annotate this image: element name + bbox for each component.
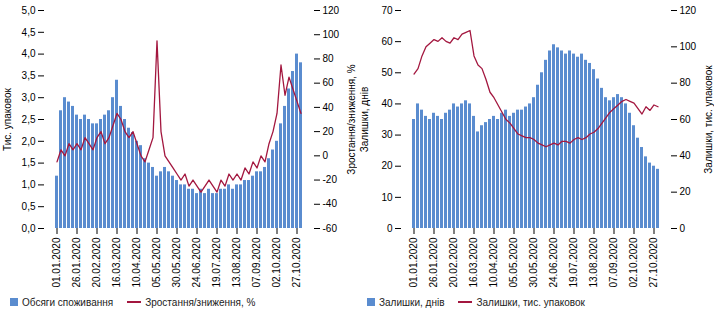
- svg-text:4,0: 4,0: [22, 48, 36, 59]
- html-text:Зростання/зниження, %: Зростання/зниження, %: [145, 296, 256, 308]
- svg-text:19.07.2020: 19.07.2020: [568, 237, 579, 287]
- svg-text:13.08.2020: 13.08.2020: [231, 237, 242, 287]
- svg-text:0,5: 0,5: [22, 201, 36, 212]
- svg-text:3,5: 3,5: [22, 70, 36, 81]
- html-text:Обсяги споживання: Обсяги споживання: [22, 296, 114, 308]
- svg-text:70: 70: [381, 5, 393, 16]
- svg-text:24.06.2020: 24.06.2020: [191, 237, 202, 287]
- svg-text:5,0: 5,0: [22, 5, 36, 16]
- html-text:Залишки, днів: Залишки, днів: [379, 296, 445, 308]
- svg-text:0: 0: [387, 223, 393, 234]
- svg-text:40: 40: [680, 150, 692, 161]
- svg-text:07.09.2020: 07.09.2020: [251, 237, 262, 287]
- svg-text:-40: -40: [323, 198, 338, 209]
- svg-text:60: 60: [381, 36, 393, 47]
- svg-text:120: 120: [323, 5, 340, 16]
- svg-text:05.05.2020: 05.05.2020: [151, 237, 162, 287]
- svg-text:60: 60: [680, 114, 692, 125]
- svg-text:02.10.2020: 02.10.2020: [271, 237, 282, 287]
- svg-text:60: 60: [323, 77, 335, 88]
- svg-text:-20: -20: [323, 174, 338, 185]
- svg-text:27.10.2020: 27.10.2020: [291, 237, 302, 287]
- svg-text:2,0: 2,0: [22, 136, 36, 147]
- svg-text:Зростання/зниження, %: Зростання/зниження, %: [346, 64, 357, 174]
- svg-text:30.05.2020: 30.05.2020: [528, 237, 539, 287]
- svg-text:20.02.2020: 20.02.2020: [91, 237, 102, 287]
- svg-text:40: 40: [323, 102, 335, 113]
- svg-text:20.02.2020: 20.02.2020: [448, 237, 459, 287]
- svg-text:30: 30: [381, 129, 393, 140]
- svg-text:10.04.2020: 10.04.2020: [488, 237, 499, 287]
- svg-text:80: 80: [680, 77, 692, 88]
- svg-text:0,0: 0,0: [22, 223, 36, 234]
- svg-text:0: 0: [323, 150, 329, 161]
- svg-text:100: 100: [680, 41, 697, 52]
- svg-text:-60: -60: [323, 223, 338, 234]
- svg-text:Залишки, тис. упаковок: Залишки, тис. упаковок: [703, 65, 714, 174]
- svg-text:1,0: 1,0: [22, 179, 36, 190]
- svg-text:2,5: 2,5: [22, 114, 36, 125]
- svg-text:40: 40: [381, 98, 393, 109]
- svg-text:24.06.2020: 24.06.2020: [548, 237, 559, 287]
- svg-text:4,5: 4,5: [22, 27, 36, 38]
- svg-text:26.01.2020: 26.01.2020: [428, 237, 439, 287]
- svg-text:01.01.2020: 01.01.2020: [51, 237, 62, 287]
- svg-text:3,0: 3,0: [22, 92, 36, 103]
- html-text:Залишки, тис. упаковок: Залишки, тис. упаковок: [476, 296, 585, 308]
- svg-text:0: 0: [680, 223, 686, 234]
- svg-text:07.09.2020: 07.09.2020: [608, 237, 619, 287]
- svg-text:80: 80: [323, 53, 335, 64]
- svg-text:Залишки, днів: Залишки, днів: [359, 87, 370, 152]
- svg-text:10: 10: [381, 192, 393, 203]
- svg-text:01.01.2020: 01.01.2020: [408, 237, 419, 287]
- svg-text:Тис. упаковок: Тис. упаковок: [2, 87, 13, 151]
- svg-text:120: 120: [680, 5, 697, 16]
- svg-text:30.05.2020: 30.05.2020: [171, 237, 182, 287]
- svg-text:20: 20: [323, 126, 335, 137]
- svg-text:16.03.2020: 16.03.2020: [468, 237, 479, 287]
- svg-text:10.04.2020: 10.04.2020: [131, 237, 142, 287]
- svg-text:13.08.2020: 13.08.2020: [588, 237, 599, 287]
- svg-text:19.07.2020: 19.07.2020: [211, 237, 222, 287]
- svg-text:26.01.2020: 26.01.2020: [71, 237, 82, 287]
- svg-text:20: 20: [381, 160, 393, 171]
- svg-text:02.10.2020: 02.10.2020: [628, 237, 639, 287]
- svg-text:1,5: 1,5: [22, 157, 36, 168]
- svg-text:50: 50: [381, 67, 393, 78]
- svg-text:27.10.2020: 27.10.2020: [648, 237, 659, 287]
- svg-text:16.03.2020: 16.03.2020: [111, 237, 122, 287]
- svg-text:05.05.2020: 05.05.2020: [508, 237, 519, 287]
- svg-text:100: 100: [323, 29, 340, 40]
- svg-text:20: 20: [680, 186, 692, 197]
